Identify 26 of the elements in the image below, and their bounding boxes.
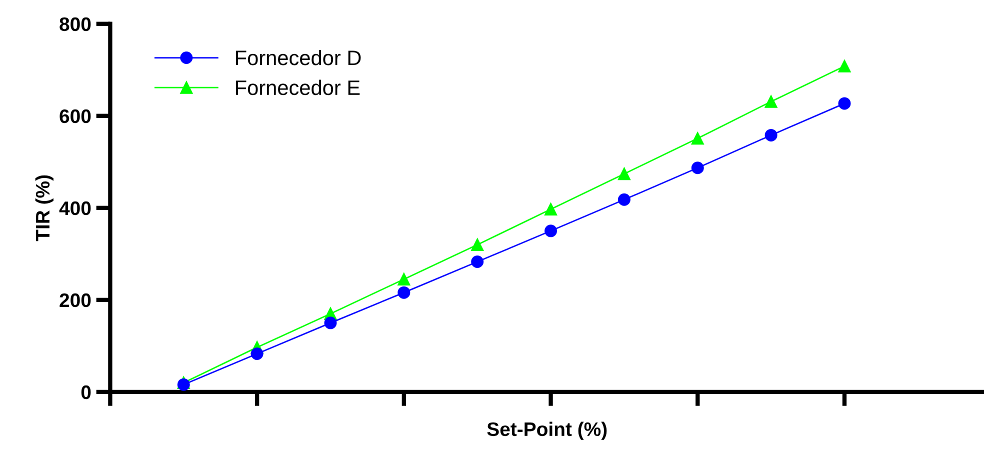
point [691,132,704,145]
x-axis-title: Set-Point (%) [487,422,607,440]
point [764,128,778,142]
point [618,193,630,206]
point [544,203,558,216]
point [618,168,630,180]
point [324,316,337,330]
y-tick-label: 400 [59,201,91,216]
y-tick-label: 200 [60,293,91,308]
point [691,162,704,174]
y-axis-title: TIR (%) [35,175,54,242]
point [764,95,778,108]
point [544,224,558,238]
y-tick-label: 0 [81,385,91,400]
y-tick-label: 800 [60,17,91,32]
point [398,286,410,299]
point [471,255,484,268]
legend-label: Fornecedor E [236,80,360,96]
point [250,348,264,360]
y-tick-label: 600 [60,109,91,124]
legend-label: Fornecedor D [236,50,361,66]
point [398,272,410,286]
point [177,378,190,391]
point [838,60,851,72]
point [838,97,851,110]
point [471,238,484,251]
